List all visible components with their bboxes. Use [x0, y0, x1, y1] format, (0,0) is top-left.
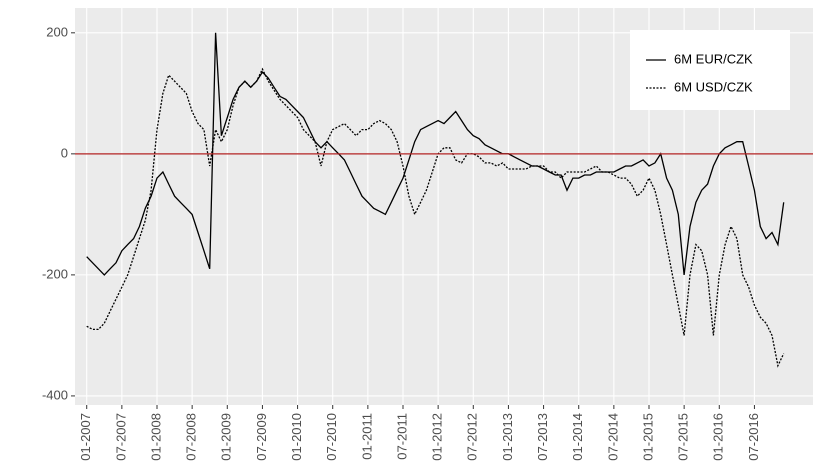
x-tick-label: 01-2013	[500, 413, 515, 461]
x-tick-label: 07-2007	[113, 413, 128, 461]
x-tick-label: 01-2007	[78, 413, 93, 461]
x-tick-label: 01-2009	[219, 413, 234, 461]
y-tick-label: 200	[46, 24, 68, 39]
x-tick-label: 01-2012	[430, 413, 445, 461]
y-tick-label: -200	[42, 266, 68, 281]
x-tick-label: 07-2009	[254, 413, 269, 461]
x-tick-label: 07-2013	[535, 413, 550, 461]
x-tick-label: 07-2008	[184, 413, 199, 461]
y-tick-label: -400	[42, 387, 68, 402]
x-tick-label: 01-2015	[640, 413, 655, 461]
y-tick-label: 0	[61, 145, 68, 160]
x-tick-label: 07-2012	[465, 413, 480, 461]
series-line	[86, 67, 785, 368]
legend-box	[630, 30, 790, 110]
x-tick-label: 07-2011	[394, 413, 409, 460]
x-tick-label: 01-2010	[289, 413, 304, 461]
legend-label: 6M USD/CZK	[674, 79, 753, 94]
x-tick-label: 01-2008	[148, 413, 163, 461]
x-tick-label: 07-2014	[605, 413, 620, 461]
x-tick-label: 07-2010	[324, 413, 339, 461]
x-tick-label: 01-2016	[711, 413, 726, 461]
x-tick-label: 07-2015	[676, 413, 691, 461]
legend-label: 6M EUR/CZK	[674, 51, 753, 66]
x-tick-label: 01-2014	[570, 413, 585, 461]
x-tick-label: 01-2011	[359, 413, 374, 460]
x-tick-label: 07-2016	[746, 413, 761, 461]
series-line	[86, 32, 785, 276]
